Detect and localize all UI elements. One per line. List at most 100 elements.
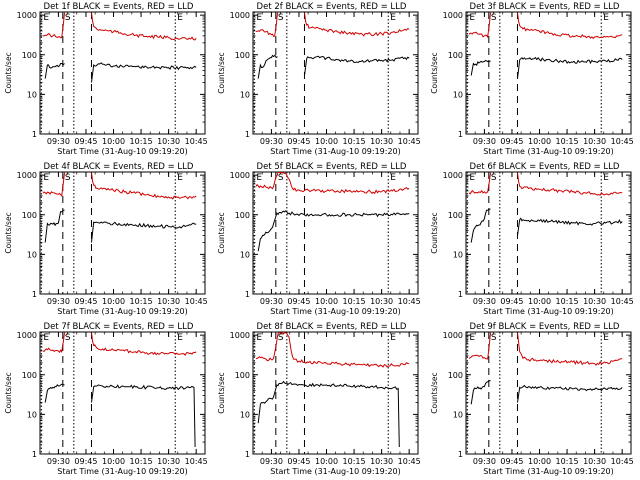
event-marker-label: E [43,173,49,183]
x-tick-label: 09:30 [47,457,70,466]
x-axis-label: Start Time (31-Aug-10 09:19:20) [270,467,401,476]
x-axis-label: Start Time (31-Aug-10 09:19:20) [270,147,401,156]
lld-series-line [468,12,623,40]
event-marker-label: E [469,13,475,23]
y-tick-label: 10 [453,250,463,259]
y-tick-label: 10 [27,90,37,99]
y-tick-label: 1000 [443,171,463,180]
x-axis-label: Start Time (31-Aug-10 09:19:20) [57,467,188,476]
event-marker-label: S [278,173,284,183]
y-tick-label: 10 [453,410,463,419]
event-marker-label: E [177,13,183,23]
x-tick-label: 10:45 [611,137,634,146]
plot-frame [252,11,419,135]
x-tick-label: 10:45 [611,457,634,466]
x-tick-label: 10:00 [528,137,551,146]
x-tick-label: 09:30 [260,137,283,146]
event-marker-label: E [256,13,262,23]
x-axis-label: Start Time (31-Aug-10 09:19:20) [57,147,188,156]
x-tick-label: 10:45 [398,137,421,146]
events-series-line [44,383,196,448]
detector-panel-3: Det 3f BLACK = Events, RED = LLD 1 10 100 10… [430,2,634,156]
x-tick-label: 10:15 [130,297,153,306]
plot-frame [465,331,632,455]
x-axis-label: Start Time (31-Aug-10 09:19:20) [483,307,614,316]
x-tick-label: 10:30 [583,297,606,306]
panel-title: Det 1f BLACK = Events, RED = LLD [44,2,194,12]
event-marker-label: S [278,333,284,343]
x-tick-label: 10:45 [185,297,208,306]
x-tick-label: 10:30 [370,457,393,466]
lld-series-line [255,12,410,38]
x-tick-label: 10:45 [185,457,208,466]
x-axis-label: Start Time (31-Aug-10 09:19:20) [483,467,614,476]
y-tick-label: 1000 [230,331,250,340]
event-marker-label: E [469,173,475,183]
event-marker-label: S [278,13,284,23]
x-tick-label: 09:45 [74,137,97,146]
x-tick-label: 10:30 [157,457,180,466]
x-tick-label: 09:30 [260,457,283,466]
x-tick-label: 10:15 [130,137,153,146]
y-axis-label: Counts/sec [4,372,13,413]
detector-panel-5: Det 5f BLACK = Events, RED = LLD 1 10 100 10… [217,162,421,316]
x-tick-label: 10:30 [157,137,180,146]
event-marker-label: S [491,13,497,23]
y-tick-label: 1000 [17,171,37,180]
y-axis-label: Counts/sec [217,52,226,93]
y-axis-label: Counts/sec [4,212,13,253]
y-axis-label: Counts/sec [217,372,226,413]
event-marker-label: S [65,13,71,23]
event-marker-label: E [390,333,396,343]
y-axis-label: Counts/sec [430,52,439,93]
x-tick-label: 10:15 [556,297,579,306]
plot-frame [39,11,206,135]
y-tick-label: 10 [240,90,250,99]
panel-title: Det 8f BLACK = Events, RED = LLD [257,322,407,332]
y-tick-label: 1 [32,450,37,459]
x-tick-label: 10:00 [528,297,551,306]
event-marker-label: E [603,173,609,183]
lld-series-line [255,171,410,195]
event-marker-label: S [65,333,71,343]
x-tick-label: 10:30 [583,137,606,146]
x-tick-label: 09:45 [287,457,310,466]
y-axis-label: Counts/sec [217,212,226,253]
lld-series-line [255,332,410,368]
y-tick-label: 100 [22,211,37,220]
event-marker-label: E [603,13,609,23]
events-series-line [257,54,410,79]
x-tick-label: 10:30 [370,297,393,306]
x-tick-label: 10:00 [315,457,338,466]
lld-series-line [42,172,197,200]
event-marker-label: S [491,333,497,343]
lld-series-line [42,332,197,356]
y-tick-label: 1 [458,450,463,459]
y-tick-label: 100 [448,51,463,60]
panel-title: Det 7f BLACK = Events, RED = LLD [44,322,194,332]
x-tick-label: 10:30 [370,137,393,146]
x-tick-label: 10:00 [102,137,125,146]
x-tick-label: 09:30 [473,137,496,146]
x-tick-label: 09:45 [74,457,97,466]
x-tick-label: 10:00 [102,457,125,466]
x-tick-label: 10:15 [556,457,579,466]
event-marker-label: E [43,13,49,23]
y-tick-label: 100 [22,371,37,380]
panel-title: Det 9f BLACK = Events, RED = LLD [470,322,620,332]
y-tick-label: 1 [458,290,463,299]
x-tick-label: 10:00 [315,297,338,306]
panel-title: Det 3f BLACK = Events, RED = LLD [470,2,620,12]
x-tick-label: 10:30 [157,297,180,306]
x-tick-label: 09:45 [74,297,97,306]
events-series-line [44,62,197,83]
events-series-line [44,209,197,243]
x-tick-label: 09:45 [287,137,310,146]
event-marker-label: E [256,333,262,343]
x-tick-label: 10:00 [102,297,125,306]
x-axis-label: Start Time (31-Aug-10 09:19:20) [270,307,401,316]
y-tick-label: 10 [27,410,37,419]
x-tick-label: 10:45 [185,137,208,146]
detector-panel-6: Det 6f BLACK = Events, RED = LLD 1 10 100 10… [430,162,634,316]
